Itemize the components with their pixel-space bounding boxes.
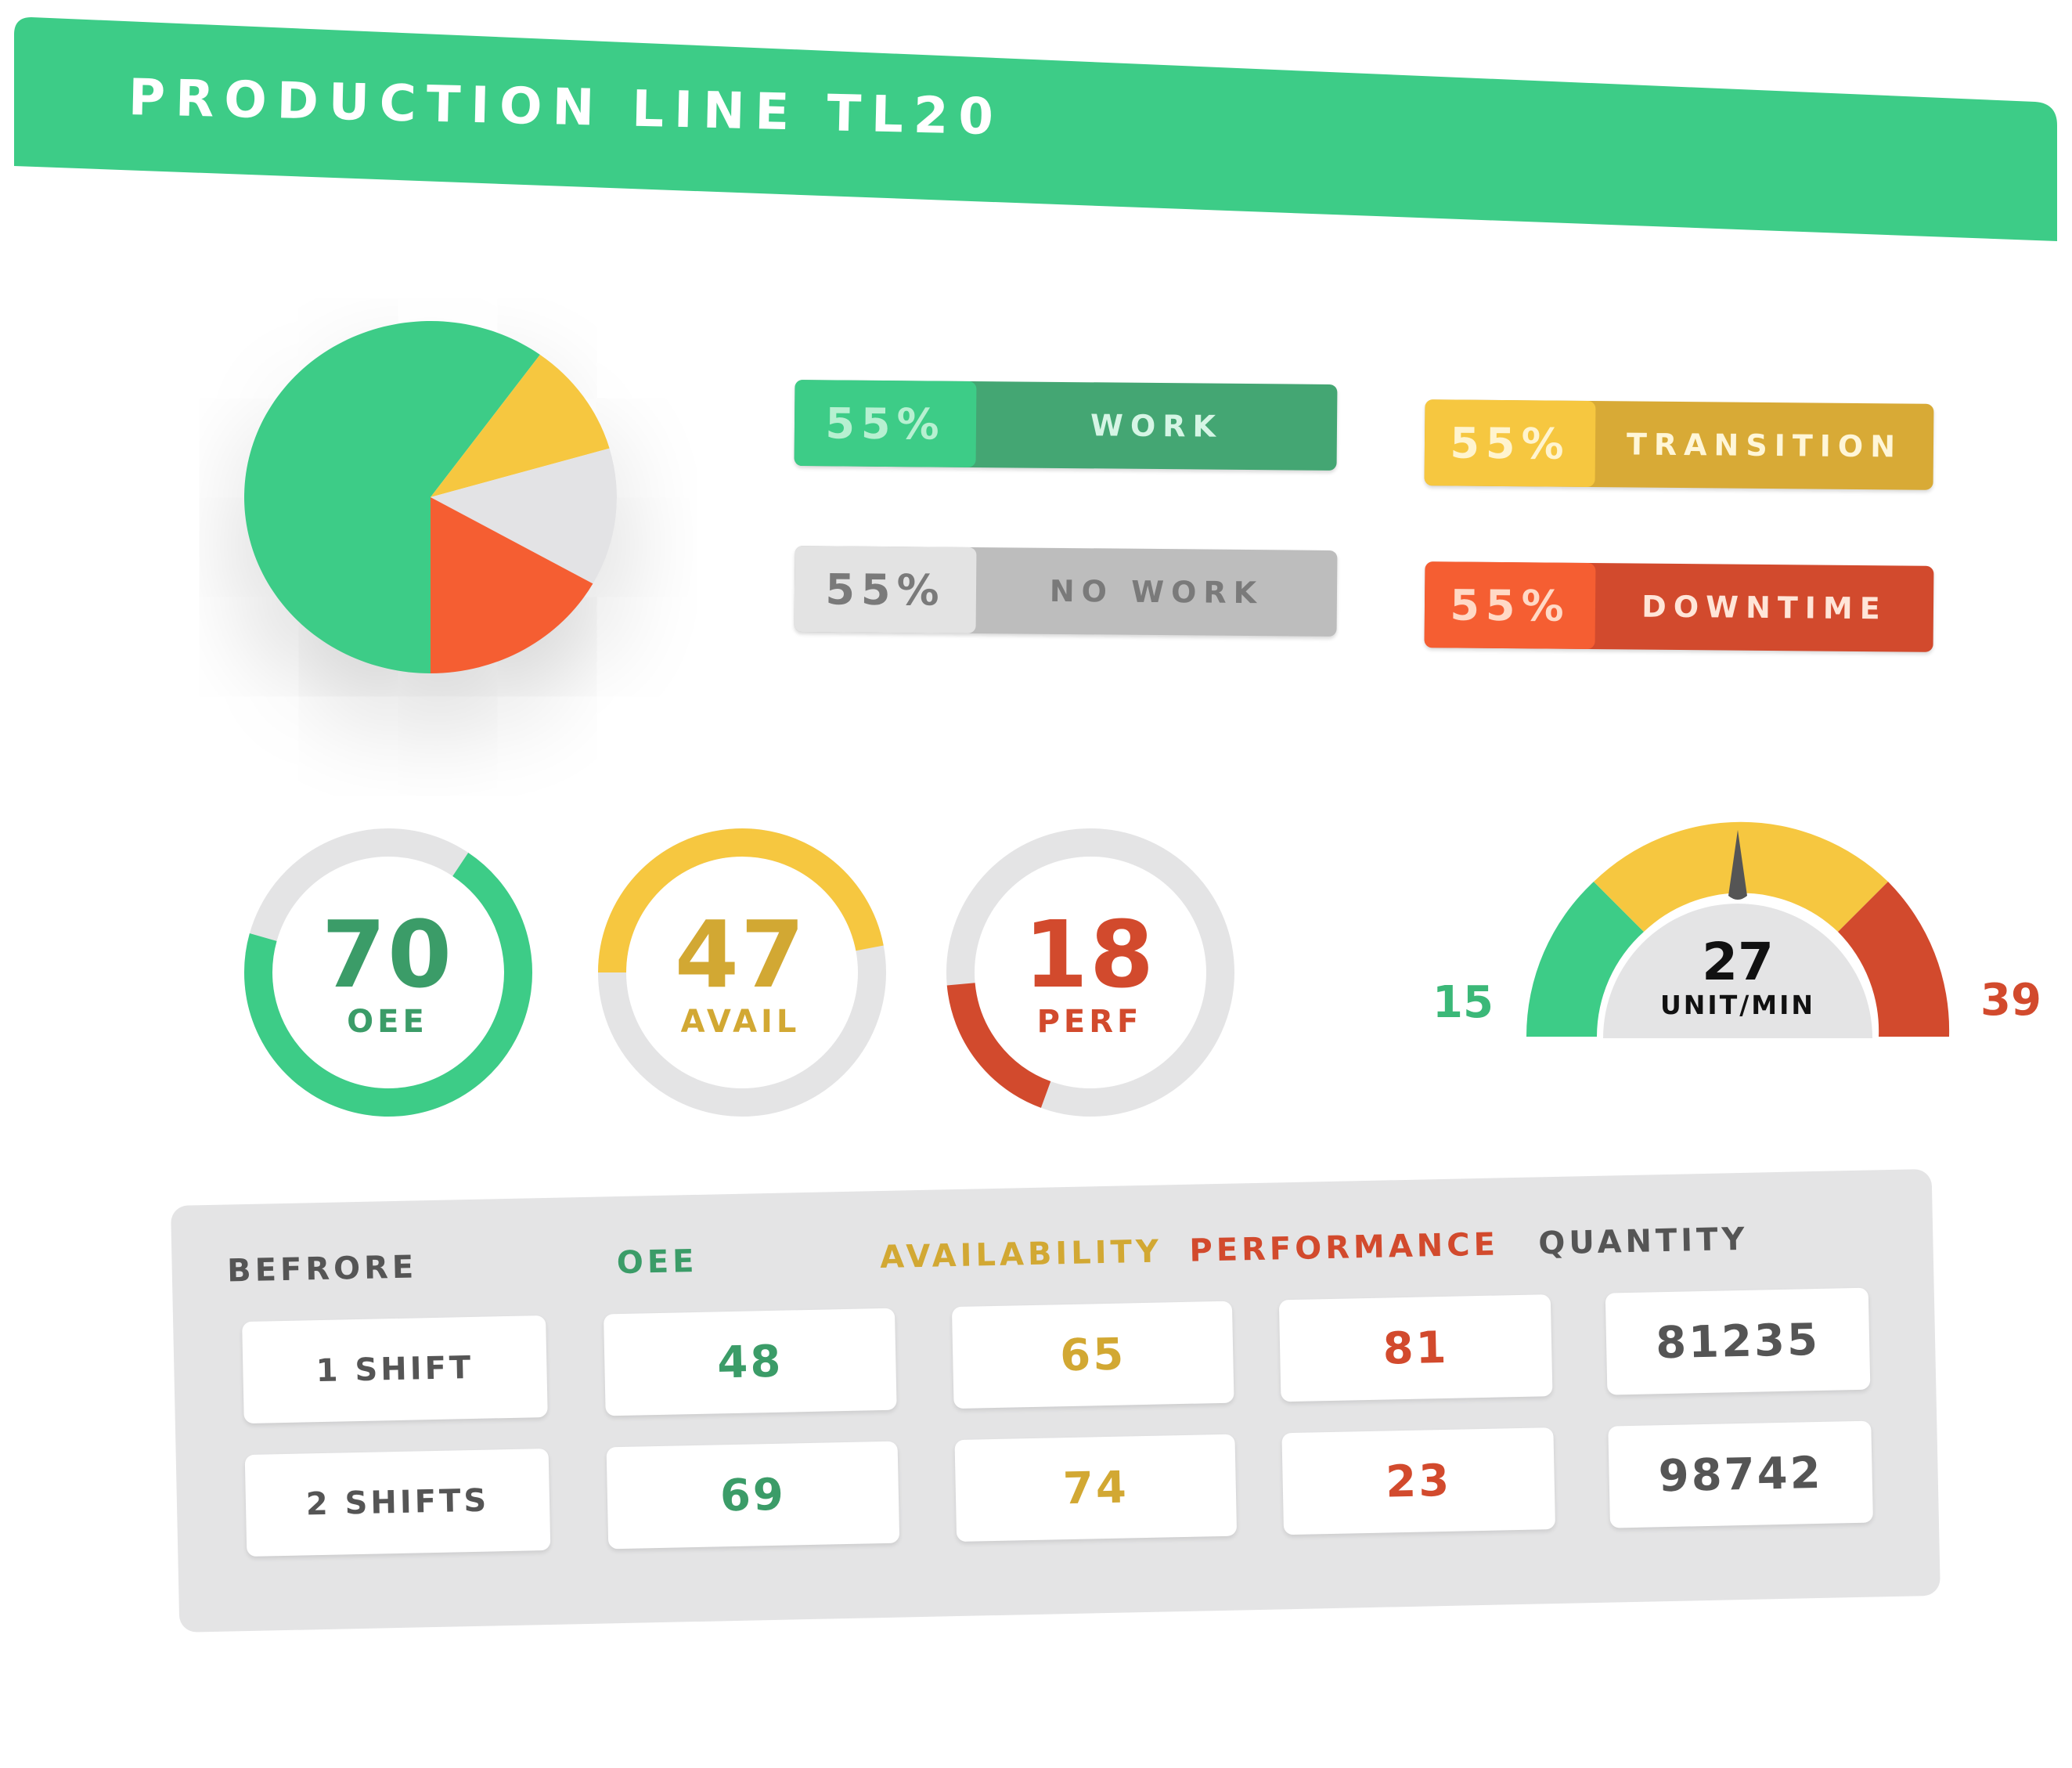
availability-ring — [598, 828, 886, 1117]
row-label-1-shift: 1 SHIFT — [242, 1315, 548, 1424]
comparison-table: BEFRORE OEE AVAILABILITY PERFORMANCE QUA… — [171, 1168, 1940, 1633]
oee-ring — [244, 828, 532, 1117]
pie-slice-transition — [431, 354, 610, 497]
gauge-max-label: 39 — [1980, 975, 2041, 1026]
gauge-value: 27 — [1702, 932, 1774, 992]
downtime-status-pill: 55% DOWNTIME — [1424, 561, 1934, 652]
work-percent: 55% — [794, 379, 977, 467]
cell-oee-1: 48 — [604, 1308, 897, 1416]
pie-slice-work — [244, 321, 540, 673]
cell-quantity-2: 98742 — [1608, 1420, 1873, 1528]
header-quantity: QUANTITY — [1537, 1221, 1749, 1262]
header-oee: OEE — [616, 1243, 698, 1282]
header-banner — [14, 17, 2057, 241]
row-label-2-shifts: 2 SHIFTS — [244, 1448, 551, 1557]
performance-caption: PERF — [1036, 1004, 1143, 1040]
ring-track — [946, 828, 1234, 1117]
no-work-status-pill: 55% NO WORK — [794, 545, 1338, 637]
no-work-label: NO WORK — [1049, 573, 1264, 611]
downtime-label: DOWNTIME — [1641, 589, 1887, 626]
pie-slice-no-work — [431, 448, 617, 584]
work-label: WORK — [1090, 408, 1223, 444]
cell-quantity-1: 81235 — [1605, 1287, 1871, 1395]
pie-chart — [244, 321, 617, 673]
oee-caption: OEE — [347, 1004, 428, 1040]
gauge-green-segment — [1526, 882, 1644, 1037]
transition-percent: 55% — [1424, 399, 1596, 488]
no-work-percent: 55% — [794, 545, 977, 633]
oee-kpi: 70 OEE — [270, 908, 505, 1040]
cell-performance-2: 23 — [1281, 1427, 1556, 1535]
performance-kpi: 18 PERF — [972, 908, 1207, 1040]
header-before: BEFRORE — [226, 1249, 418, 1290]
availability-caption: AVAIL — [680, 1004, 801, 1040]
cell-availability-1: 65 — [951, 1301, 1234, 1409]
cell-availability-2: 74 — [954, 1434, 1238, 1542]
header-performance: PERFORMANCE — [1189, 1226, 1500, 1269]
cell-performance-1: 81 — [1278, 1294, 1553, 1402]
availability-kpi: 47 AVAIL — [623, 908, 858, 1040]
downtime-percent: 55% — [1424, 561, 1596, 650]
header-availability: AVAILABILITY — [879, 1233, 1163, 1276]
ring-progress-perf — [946, 982, 1051, 1108]
performance-value: 18 — [1023, 900, 1156, 1008]
gauge-center-hub — [1603, 904, 1872, 1038]
pie-slice-downtime — [431, 497, 593, 673]
performance-ring — [946, 828, 1234, 1117]
gauge-unit: UNIT/MIN — [1660, 990, 1815, 1020]
availability-value: 47 — [674, 900, 807, 1008]
cell-oee-2: 69 — [606, 1441, 900, 1550]
gauge-needle — [1728, 830, 1747, 900]
gauge-red-segment — [1838, 882, 1950, 1037]
ring-progress-avail — [598, 828, 884, 973]
transition-label: TRANSITION — [1626, 427, 1903, 464]
transition-status-pill: 55% TRANSITION — [1424, 399, 1934, 490]
oee-value: 70 — [321, 900, 454, 1008]
speed-gauge — [1526, 821, 1950, 1038]
work-status-pill: 55% WORK — [794, 379, 1338, 471]
gauge-min-label: 15 — [1432, 977, 1494, 1028]
ring-progress-oee — [244, 853, 532, 1117]
